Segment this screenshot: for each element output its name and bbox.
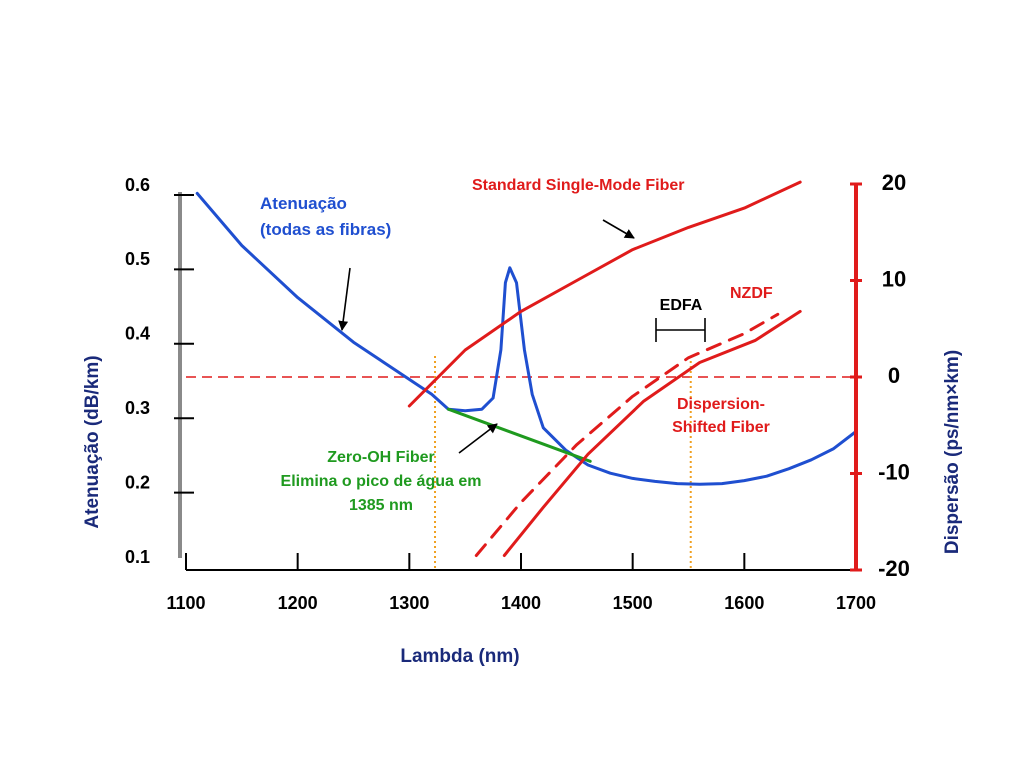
left-tick-label: 0.3 [125,398,150,418]
ssmf-label: Standard Single-Mode Fiber [472,177,684,194]
right-tick-label: 0 [888,363,900,388]
edfa-label: EDFA [660,297,703,314]
left-tick-label: 0.2 [125,472,150,492]
zero-oh-label-line1: Zero-OH Fiber [327,449,435,466]
axes-group [174,182,862,572]
x-tick-label: 1100 [166,593,205,613]
labels-group: 1100 1200 1300 1400 1500 1600 1700 0.1 0.2 0.3 0.4… [125,170,910,613]
attenuation-pointer-arrow [338,267,351,331]
dsf-label-line2: Shifted Fiber [672,419,770,436]
left-axis-title: Atenuação (dB/km) [82,355,103,528]
dsf-label-line1: Dispersion- [677,396,765,413]
attenuation-label-line2: (todas as fibras) [260,220,391,239]
zero-oh-fiber-line [446,407,592,463]
reference-lines [186,356,856,570]
left-tick-label: 0.5 [125,249,150,269]
zero-oh-pointer-arrow [458,423,498,454]
right-tick-label: 10 [882,266,906,291]
attenuation-curve [195,191,858,486]
right-tick-label: -10 [878,459,910,484]
x-tick-label: 1400 [501,593,541,613]
x-tick-label: 1200 [278,593,318,613]
right-axis-title: Dispersão (ps/nm×km) [942,350,963,554]
left-tick-label: 0.6 [125,175,150,195]
series-group [195,180,858,557]
right-tick-label: -20 [878,556,910,581]
dsf-dispersion-line [502,309,802,557]
zero-oh-label-line2: Elimina o pico de água em [281,473,482,490]
x-tick-label: 1600 [724,593,764,613]
x-tick-label: 1700 [836,593,876,613]
attenuation-label-line1: Atenuação [260,194,347,213]
x-tick-label: 1300 [389,593,429,613]
nzdf-label: NZDF [730,285,773,302]
ssmf-dispersion-line [407,180,802,408]
left-tick-label: 0.1 [125,547,150,567]
x-axis-title: Lambda (nm) [400,646,519,667]
ssmf-pointer-arrow [602,219,635,239]
nzdf-dispersion-line [474,312,780,557]
left-tick-label: 0.4 [125,324,150,344]
edfa-band-marker [655,318,706,342]
x-tick-label: 1500 [613,593,653,613]
zero-oh-label-line3: 1385 nm [349,497,413,514]
right-tick-label: 20 [882,170,906,195]
